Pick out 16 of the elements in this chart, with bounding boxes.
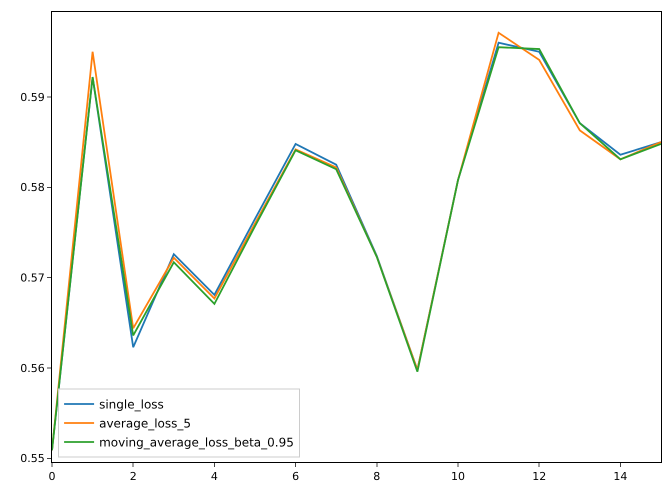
y-tick-label: 0.58 xyxy=(20,181,45,194)
x-tick-label: 2 xyxy=(130,470,137,484)
legend-label: average_loss_5 xyxy=(99,416,192,431)
legend-label: single_loss xyxy=(99,398,164,412)
y-tick-label: 0.57 xyxy=(20,272,45,285)
y-tick-label: 0.59 xyxy=(20,90,45,104)
x-tick-label: 14 xyxy=(613,470,628,484)
x-tick-label: 6 xyxy=(292,470,300,484)
x-tick-label: 0 xyxy=(48,470,56,484)
x-tick-label: 4 xyxy=(210,470,218,484)
y-tick-label: 0.56 xyxy=(20,362,45,375)
legend-label: moving_average_loss_beta_0.95 xyxy=(99,436,294,450)
x-tick-label: 10 xyxy=(451,470,465,484)
x-tick-label: 8 xyxy=(373,470,380,484)
y-tick-label: 0.55 xyxy=(20,452,45,466)
x-tick-label: 12 xyxy=(532,470,546,484)
